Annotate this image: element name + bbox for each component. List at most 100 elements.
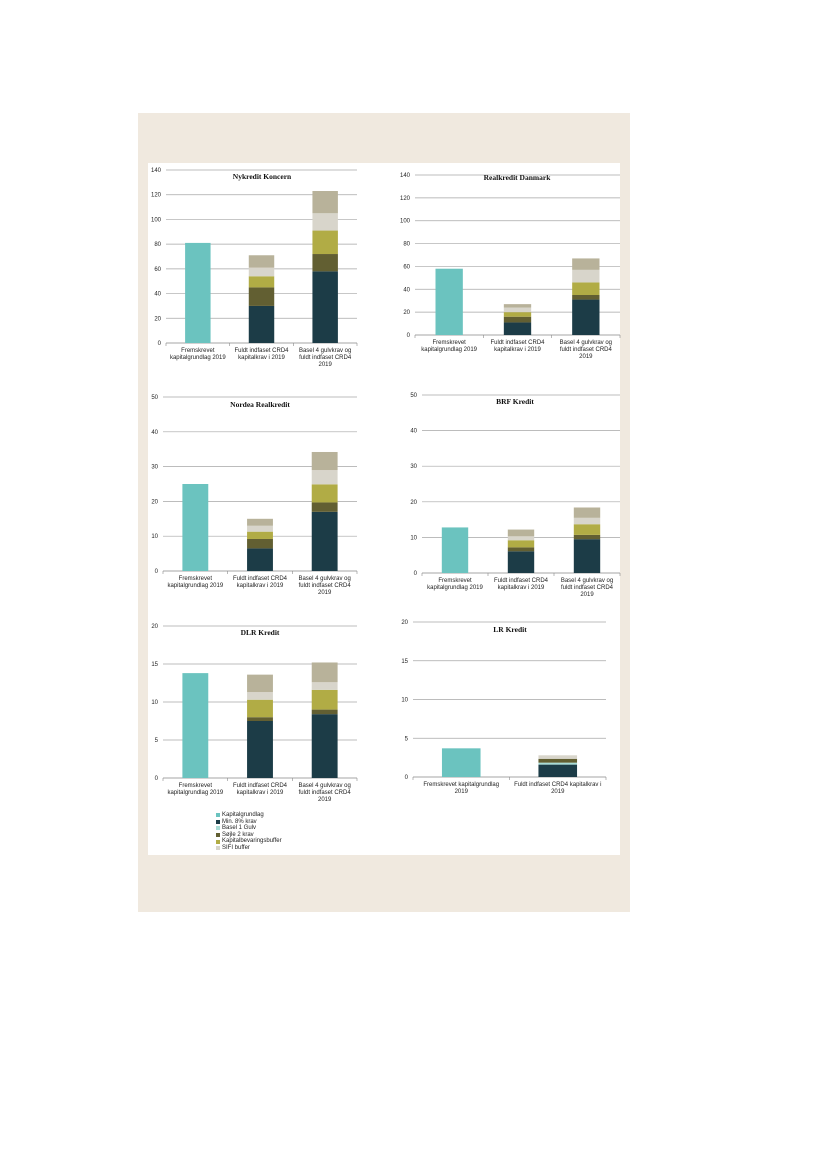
bar-segment bbox=[573, 524, 601, 535]
x-tick-label: kapitalkrav i 2019 bbox=[498, 585, 545, 591]
bar-segment bbox=[247, 721, 273, 778]
legend: Kapitalgrundlag Min. 8% krav Basel 1 Gul… bbox=[216, 812, 282, 852]
bar-segment bbox=[572, 299, 600, 335]
x-tick-label: fuldt indfaset CRD4 bbox=[561, 585, 614, 591]
x-tick-label: Fuldt indfaset CRD4 bbox=[490, 340, 545, 346]
legend-swatch bbox=[216, 839, 220, 844]
legend-label: Kapitalbevaringsbuffer bbox=[222, 838, 282, 845]
legend-swatch bbox=[216, 846, 220, 851]
y-tick-label: 50 bbox=[410, 393, 417, 399]
bar-segment bbox=[573, 517, 601, 525]
bar-segment bbox=[247, 525, 273, 532]
x-tick-label: Basel 4 gulvkrav og bbox=[298, 576, 350, 582]
y-tick-label: 120 bbox=[400, 196, 411, 202]
bar-segment bbox=[507, 547, 535, 552]
y-tick-label: 40 bbox=[154, 292, 161, 298]
bar-segment bbox=[311, 682, 338, 690]
x-tick-label: Fremskrevet bbox=[179, 783, 213, 789]
y-tick-label: 120 bbox=[151, 193, 162, 199]
chart-title: LR Kredit bbox=[493, 625, 527, 634]
bar-segment bbox=[311, 511, 338, 571]
x-tick-label: Basel 4 gulvkrav og bbox=[298, 783, 350, 789]
x-tick-label: kapitalgrundlag 2019 bbox=[170, 355, 226, 361]
chart-title: BRF Kredit bbox=[496, 397, 534, 406]
bar-segment bbox=[503, 316, 532, 323]
legend-label: Søjle 2 krav bbox=[222, 831, 254, 838]
bar-segment bbox=[311, 714, 338, 778]
x-tick-label: Fuldt indfaset CRD4 bbox=[233, 576, 288, 582]
bar-segment bbox=[311, 689, 338, 710]
y-tick-label: 10 bbox=[151, 700, 158, 706]
x-tick-label: Fuldt indfaset CRD4 bbox=[233, 783, 288, 789]
legend-item: Søjle 2 krav bbox=[216, 832, 282, 839]
x-tick-label: Fuldt indfaset CRD4 bbox=[494, 578, 549, 584]
bar-segment bbox=[572, 295, 600, 300]
x-tick-label: kapitalgrundlag 2019 bbox=[421, 347, 477, 353]
legend-label: SIFI buffer bbox=[222, 844, 250, 851]
x-tick-label: Basel 4 gulvkrav og bbox=[560, 340, 612, 346]
bar-segment bbox=[572, 258, 600, 270]
y-tick-label: 0 bbox=[407, 333, 411, 339]
y-tick-label: 20 bbox=[151, 499, 158, 505]
y-tick-label: 40 bbox=[410, 429, 417, 435]
legend-label: Min. 8% krav bbox=[222, 818, 257, 825]
x-tick-label: kapitalkrav i 2019 bbox=[237, 583, 284, 589]
y-tick-label: 80 bbox=[403, 242, 410, 248]
bar-segment bbox=[435, 268, 463, 335]
bar-segment bbox=[441, 748, 481, 777]
chart-title: DLR Kredit bbox=[241, 628, 280, 637]
y-tick-label: 40 bbox=[151, 430, 158, 436]
y-tick-label: 60 bbox=[154, 267, 161, 273]
legend-item: Min. 8% krav bbox=[216, 819, 282, 826]
bar-segment bbox=[311, 709, 338, 715]
bar-segment bbox=[248, 287, 275, 306]
x-tick-label: 2019 bbox=[318, 797, 332, 803]
y-tick-label: 20 bbox=[151, 624, 158, 630]
y-tick-label: 5 bbox=[155, 738, 159, 744]
bar-segment bbox=[538, 758, 578, 763]
bar-segment bbox=[312, 254, 338, 272]
x-tick-label: kapitalgrundlag 2019 bbox=[427, 585, 483, 591]
y-tick-label: 140 bbox=[151, 168, 162, 174]
y-tick-label: 30 bbox=[151, 465, 158, 471]
bar-segment bbox=[503, 307, 532, 313]
bar-segment bbox=[312, 230, 338, 255]
legend-swatch bbox=[216, 826, 220, 831]
bar-segment bbox=[312, 213, 338, 231]
x-tick-label: kapitalkrav i 2019 bbox=[494, 347, 541, 353]
y-tick-label: 20 bbox=[410, 500, 417, 506]
bar-segment bbox=[248, 276, 275, 288]
chart-title: Nykredit Koncern bbox=[233, 172, 292, 181]
legend-label: Basel 1 Gulv bbox=[222, 825, 257, 832]
y-tick-label: 20 bbox=[154, 316, 161, 322]
bar-segment bbox=[507, 540, 535, 548]
x-tick-label: kapitalkrav i 2019 bbox=[237, 790, 284, 796]
bar-segment bbox=[573, 539, 601, 573]
x-tick-label: 2019 bbox=[580, 592, 594, 598]
bar-segment bbox=[311, 484, 338, 503]
y-tick-label: 10 bbox=[410, 535, 417, 541]
y-tick-label: 10 bbox=[151, 534, 158, 540]
y-tick-label: 0 bbox=[158, 341, 162, 347]
bar-segment bbox=[248, 305, 275, 343]
y-tick-label: 5 bbox=[405, 736, 409, 742]
x-tick-label: kapitalkrav i 2019 bbox=[238, 355, 285, 361]
x-tick-label: fuldt indfaset CRD4 bbox=[299, 355, 352, 361]
y-tick-label: 0 bbox=[405, 775, 409, 781]
legend-item: Kapitalbevaringsbuffer bbox=[216, 838, 282, 845]
y-tick-label: 30 bbox=[410, 464, 417, 470]
x-tick-label: 2019 bbox=[551, 789, 565, 795]
bar-segment bbox=[538, 764, 578, 777]
y-tick-label: 50 bbox=[151, 395, 158, 401]
bar-segment bbox=[507, 551, 535, 573]
bar-segment bbox=[247, 518, 273, 526]
y-tick-label: 20 bbox=[403, 310, 410, 316]
x-tick-label: Fremskrevet bbox=[432, 340, 466, 346]
bar-segment bbox=[247, 699, 273, 718]
bar-segment bbox=[441, 527, 469, 573]
bar-segment bbox=[573, 534, 601, 540]
bar-segment bbox=[572, 282, 600, 295]
x-tick-label: 2019 bbox=[579, 354, 593, 360]
y-tick-label: 0 bbox=[155, 776, 159, 782]
